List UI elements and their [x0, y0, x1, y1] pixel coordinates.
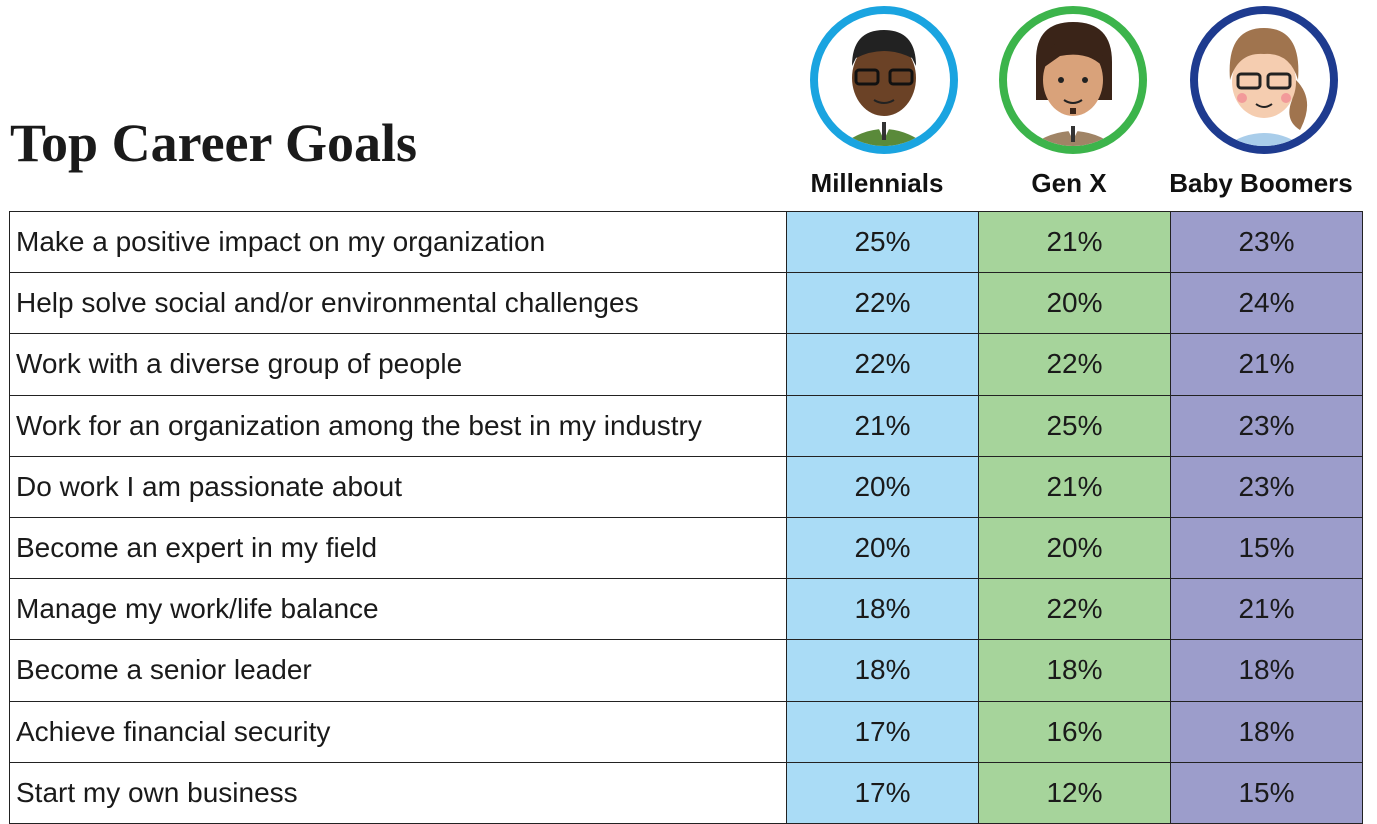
- value-cell: 18%: [1170, 639, 1363, 701]
- value-cell: 22%: [978, 333, 1171, 395]
- value-cell: 18%: [978, 639, 1171, 701]
- page: Top Career Goals: [0, 0, 1377, 823]
- value-cell: 20%: [786, 456, 979, 518]
- row-label: Become a senior leader: [9, 639, 787, 701]
- value-cell: 21%: [1170, 578, 1363, 640]
- row-label: Start my own business: [9, 762, 787, 824]
- avatar-millennials: [814, 10, 954, 160]
- value-cell: 17%: [786, 701, 979, 763]
- row-label: Manage my work/life balance: [9, 578, 787, 640]
- row-label: Work for an organization among the best …: [9, 395, 787, 457]
- avatars: [0, 0, 1377, 165]
- value-cell: 20%: [978, 272, 1171, 334]
- value-cell: 22%: [786, 333, 979, 395]
- value-cell: 18%: [786, 578, 979, 640]
- row-label: Do work I am passionate about: [9, 456, 787, 518]
- avatar-gen-x: [1003, 10, 1143, 160]
- value-cell: 17%: [786, 762, 979, 824]
- value-cell: 21%: [1170, 333, 1363, 395]
- value-cell: 25%: [978, 395, 1171, 457]
- value-cell: 22%: [786, 272, 979, 334]
- value-cell: 25%: [786, 211, 979, 273]
- value-cell: 21%: [786, 395, 979, 457]
- row-label: Work with a diverse group of people: [9, 333, 787, 395]
- row-label: Help solve social and/or environmental c…: [9, 272, 787, 334]
- column-header: Gen X: [973, 168, 1165, 199]
- value-cell: 15%: [1170, 762, 1363, 824]
- value-cell: 23%: [1170, 211, 1363, 273]
- value-cell: 20%: [786, 517, 979, 579]
- value-cell: 23%: [1170, 456, 1363, 518]
- value-cell: 24%: [1170, 272, 1363, 334]
- row-label: Become an expert in my field: [9, 517, 787, 579]
- value-cell: 12%: [978, 762, 1171, 824]
- value-cell: 20%: [978, 517, 1171, 579]
- value-cell: 21%: [978, 456, 1171, 518]
- row-label: Make a positive impact on my organizatio…: [9, 211, 787, 273]
- value-cell: 18%: [1170, 701, 1363, 763]
- row-label: Achieve financial security: [9, 701, 787, 763]
- value-cell: 22%: [978, 578, 1171, 640]
- column-header: Baby Boomers: [1165, 168, 1357, 199]
- value-cell: 21%: [978, 211, 1171, 273]
- value-cell: 15%: [1170, 517, 1363, 579]
- value-cell: 18%: [786, 639, 979, 701]
- value-cell: 23%: [1170, 395, 1363, 457]
- avatar-baby-boomers: [1194, 10, 1334, 160]
- value-cell: 16%: [978, 701, 1171, 763]
- column-header: Millennials: [781, 168, 973, 199]
